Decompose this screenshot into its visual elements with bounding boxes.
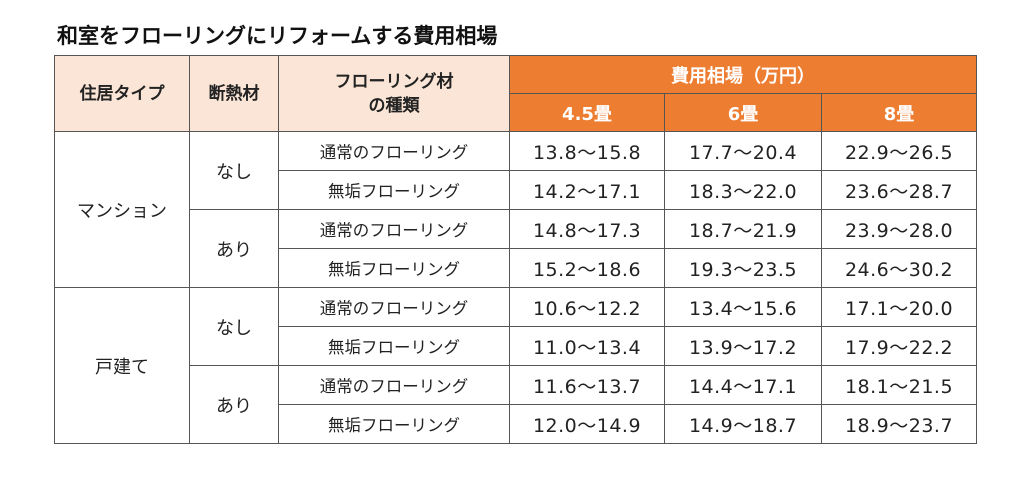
insulation-cell: なし xyxy=(189,131,279,210)
insulation-cell: あり xyxy=(189,209,279,288)
header-flooring-type-line2: の種類 xyxy=(368,95,420,116)
cost-cell: 14.9～18.7 xyxy=(664,404,822,444)
cost-cell: 18.3～22.0 xyxy=(664,170,822,210)
table-row: マンション なし 通常のフローリング 13.8～15.8 17.7～20.4 2… xyxy=(54,131,977,288)
residence-cell: 戸建て xyxy=(54,287,190,444)
cost-cell: 11.0～13.4 xyxy=(509,326,665,366)
flooring-type-cell: 無垢フローリング xyxy=(278,326,510,366)
header-flooring-type: フローリング材 の種類 xyxy=(278,55,510,132)
cost-cell: 15.2～18.6 xyxy=(509,248,665,288)
insulation-cell: なし xyxy=(189,287,279,366)
cost-cell: 14.8～17.3 xyxy=(509,209,665,249)
cost-cell: 11.6～13.7 xyxy=(509,365,665,405)
cost-cell: 14.4～17.1 xyxy=(664,365,822,405)
cost-cell: 23.9～28.0 xyxy=(821,209,977,249)
table-row: 戸建て なし 通常のフローリング 10.6～12.2 13.4～15.6 17.… xyxy=(54,287,977,444)
cost-cell: 10.6～12.2 xyxy=(509,287,665,327)
cost-cell: 24.6～30.2 xyxy=(821,248,977,288)
cost-cell: 17.1～20.0 xyxy=(821,287,977,327)
page-title: 和室をフローリングにリフォームする費用相場 xyxy=(57,24,498,48)
table-row: あり 通常のフローリング 14.8～17.3 18.7～21.9 23.9～28… xyxy=(55,209,977,288)
flooring-type-cell: 通常のフローリング xyxy=(278,365,510,405)
header-cost-group: 費用相場（万円） xyxy=(509,55,977,94)
header-size-6: 6畳 xyxy=(664,93,822,132)
cost-cell: 17.7～20.4 xyxy=(664,131,822,171)
cost-cell: 19.3～23.5 xyxy=(664,248,822,288)
header-residence-type: 住居タイプ xyxy=(54,55,190,132)
header-size-8: 8畳 xyxy=(821,93,977,132)
cost-cell: 22.9～26.5 xyxy=(821,131,977,171)
header-flooring-type-line1: フローリング材 xyxy=(334,71,454,92)
table-row: あり 通常のフローリング 11.6～13.7 14.4～17.1 18.1～21… xyxy=(55,365,977,444)
cost-cell: 13.8～15.8 xyxy=(509,131,665,171)
table-row: 無垢フローリング 14.2～17.1 18.3～22.0 23.6～28.7 xyxy=(55,170,977,210)
insulation-cell: あり xyxy=(189,365,279,444)
cost-cell: 23.6～28.7 xyxy=(821,170,977,210)
residence-cell: マンション xyxy=(54,131,190,288)
cost-cell: 13.9～17.2 xyxy=(664,326,822,366)
cost-cell: 18.1～21.5 xyxy=(821,365,977,405)
flooring-type-cell: 無垢フローリング xyxy=(278,170,510,210)
flooring-type-cell: 通常のフローリング xyxy=(278,131,510,171)
cost-cell: 13.4～15.6 xyxy=(664,287,822,327)
table-row: 無垢フローリング 12.0～14.9 14.9～18.7 18.9～23.7 xyxy=(55,404,977,444)
cost-table: 住居タイプ 断熱材 フローリング材 の種類 費用相場（万円） 4.5畳 6畳 8… xyxy=(54,55,977,444)
cost-cell: 18.7～21.9 xyxy=(664,209,822,249)
flooring-type-cell: 無垢フローリング xyxy=(278,404,510,444)
flooring-type-cell: 通常のフローリング xyxy=(278,287,510,327)
cost-cell: 12.0～14.9 xyxy=(509,404,665,444)
header-insulation: 断熱材 xyxy=(189,55,279,132)
header-size-4-5: 4.5畳 xyxy=(509,93,665,132)
table-row: 無垢フローリング 15.2～18.6 19.3～23.5 24.6～30.2 xyxy=(55,248,977,288)
cost-cell: 18.9～23.7 xyxy=(821,404,977,444)
table-row: 無垢フローリング 11.0～13.4 13.9～17.2 17.9～22.2 xyxy=(55,326,977,366)
flooring-type-cell: 通常のフローリング xyxy=(278,209,510,249)
cost-cell: 14.2～17.1 xyxy=(509,170,665,210)
flooring-type-cell: 無垢フローリング xyxy=(278,248,510,288)
cost-cell: 17.9～22.2 xyxy=(821,326,977,366)
